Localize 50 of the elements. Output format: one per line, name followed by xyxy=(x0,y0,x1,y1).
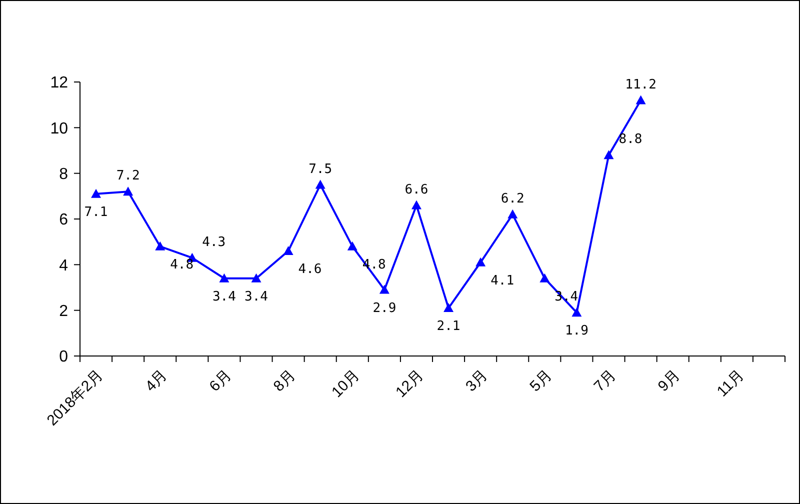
x-tick-label: 10月 xyxy=(328,366,363,401)
point xyxy=(155,241,166,250)
y-tick-label: 0 xyxy=(59,348,68,366)
point xyxy=(379,284,390,294)
data-label: 6.2 xyxy=(500,191,524,206)
y-tick-label: 2 xyxy=(59,302,68,320)
point xyxy=(636,95,646,104)
data-label: 1.9 xyxy=(564,324,588,339)
x-tick-label: 3月 xyxy=(462,366,492,396)
data-label: 7.2 xyxy=(116,168,140,184)
data-label: 3.4 xyxy=(212,289,236,304)
x-tick-label: 9月 xyxy=(654,366,684,396)
point xyxy=(347,241,358,250)
x-tick-label: 8月 xyxy=(270,366,299,396)
point xyxy=(540,273,550,282)
data-label: 7.5 xyxy=(308,162,332,177)
x-tick-label: 5月 xyxy=(526,366,556,396)
point xyxy=(251,273,262,282)
data-label: 2.1 xyxy=(436,319,460,334)
x-tick-label: 11月 xyxy=(714,366,748,400)
data-label: 11.2 xyxy=(625,77,656,92)
data-label: 4.3 xyxy=(202,234,226,250)
point xyxy=(219,273,230,282)
point xyxy=(572,308,582,317)
y-tick-label: 6 xyxy=(59,212,68,229)
x-tick-label: 7月 xyxy=(590,366,620,396)
data-label: 6.6 xyxy=(404,182,428,198)
x-tick-label: 4月 xyxy=(142,366,171,396)
x-tick-label: 6月 xyxy=(206,366,235,396)
data-label: 4.1 xyxy=(490,273,514,288)
point xyxy=(91,188,102,198)
data-label: 4.6 xyxy=(298,262,322,277)
point xyxy=(476,257,486,266)
data-label: 4.8 xyxy=(170,257,194,272)
point xyxy=(444,303,454,312)
data-label: 3.4 xyxy=(244,289,268,304)
y-tick-label: 12 xyxy=(50,74,68,92)
point xyxy=(411,200,422,210)
data-label: 2.9 xyxy=(372,300,396,316)
point xyxy=(508,209,518,218)
y-tick-label: 4 xyxy=(59,257,68,274)
point xyxy=(604,150,614,160)
point xyxy=(123,186,134,196)
data-label: 7.1 xyxy=(84,204,108,220)
y-tick-label: 8 xyxy=(59,166,68,183)
y-tick-label: 10 xyxy=(50,120,68,138)
data-label: 8.8 xyxy=(618,132,642,148)
point xyxy=(315,180,326,189)
point xyxy=(283,246,294,255)
x-tick-label: 12月 xyxy=(392,366,428,401)
